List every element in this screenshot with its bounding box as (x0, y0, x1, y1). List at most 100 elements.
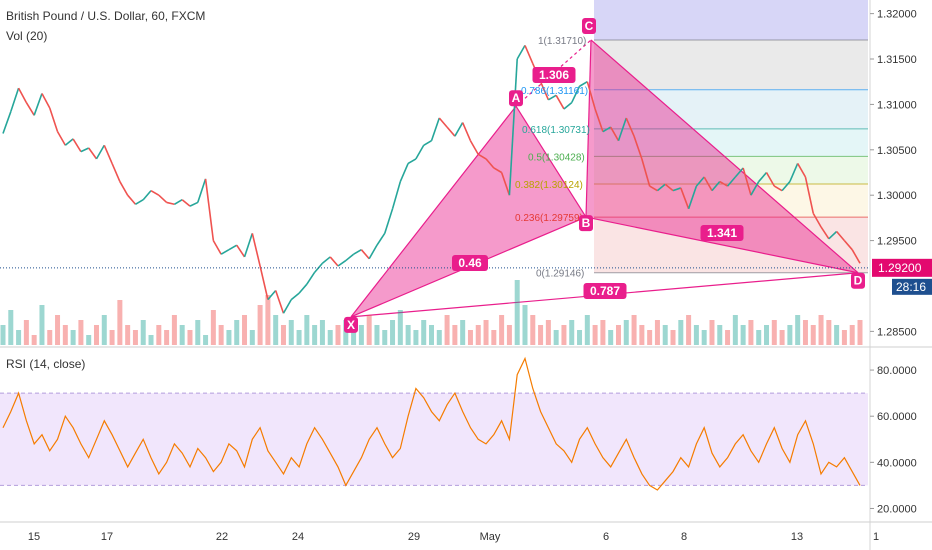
volume-bar (273, 315, 279, 345)
volume-bar (242, 315, 248, 345)
pattern-line-bc (585, 39, 592, 218)
price-segment (298, 283, 308, 294)
price-segment (80, 147, 90, 153)
volume-bar (654, 320, 660, 345)
price-segment (656, 183, 666, 192)
symbol-title: British Pound / U.S. Dollar, 60, FXCM (6, 9, 206, 23)
volume-bar (156, 325, 162, 345)
price-segment (197, 178, 207, 203)
volume-bar (148, 335, 154, 345)
volume-bar (514, 280, 520, 345)
price-series (0, 44, 868, 314)
volume-bar (725, 330, 731, 345)
price-segment (181, 199, 191, 207)
pattern-ratio-bg (532, 67, 576, 83)
price-segment (337, 259, 347, 267)
price-segment (789, 163, 799, 182)
price-segment (579, 81, 588, 87)
last-price-tag (872, 258, 932, 277)
volume-bar (483, 320, 489, 345)
price-segment (64, 138, 74, 146)
price-segment (399, 163, 409, 182)
price-segment (539, 81, 550, 101)
price-segment (563, 101, 573, 110)
price-segment (851, 249, 861, 264)
volume-bar (779, 330, 785, 345)
time-axis: 15 17 22 24 29 May 6 8 13 1 (0, 521, 932, 543)
volume-bar (8, 310, 14, 345)
volume-bar (506, 325, 512, 345)
rsi-tick-label: 60.0000 (877, 411, 917, 423)
price-segment (111, 163, 121, 182)
price-segment (243, 233, 254, 258)
volume-legend: Vol (20) (6, 29, 48, 43)
price-segment (48, 107, 59, 132)
price-segment (41, 93, 51, 109)
price-segment (150, 189, 160, 196)
pattern-point-x: X (347, 318, 355, 332)
volume-bar (732, 315, 738, 345)
pattern-ratio-bg (700, 225, 744, 241)
time-tick-label: 1 (873, 531, 879, 543)
volume-bar (288, 320, 294, 345)
volume-bar (234, 320, 240, 345)
volume-bar (374, 325, 380, 345)
volume-bar (491, 330, 497, 345)
volume-bar (226, 330, 232, 345)
volume-bar (615, 325, 621, 345)
price-segment (687, 185, 698, 210)
volume-bar (436, 330, 442, 345)
pattern-leg-xab (351, 106, 586, 317)
price-segment (33, 93, 43, 116)
pattern-point-x-bg (344, 316, 358, 333)
price-segment (711, 181, 721, 192)
volume-bar (187, 330, 193, 345)
pattern-ratio-bg (452, 255, 488, 271)
pattern-ratio-bg (583, 283, 627, 299)
price-segment (423, 140, 432, 146)
price-segment (220, 248, 230, 255)
price-segment (454, 122, 464, 137)
fib-label: 1(1.31710) (538, 36, 586, 47)
volume-bar (764, 325, 770, 345)
volume-bar (117, 300, 123, 345)
price-segment (368, 244, 378, 260)
price-segment (742, 167, 752, 196)
fib-label: 0.382(1.30124) (515, 180, 583, 191)
pattern-ratio: 0.787 (590, 284, 620, 298)
price-segment (119, 181, 129, 196)
rsi-legend: RSI (14, close) (6, 357, 86, 371)
volume-bar (257, 305, 263, 345)
price-segment (17, 87, 28, 103)
rsi-tick-label: 80.0000 (877, 365, 917, 377)
volume-bar (693, 325, 699, 345)
fibonacci-labels: 1(1.31710) 0.786(1.31161) 0.618(1.30731) 0.… (515, 36, 590, 280)
price-tick-label: 1.30500 (877, 145, 917, 157)
price-segment (820, 226, 830, 240)
fibonacci-bands (594, 0, 868, 274)
price-segment (282, 299, 292, 314)
pattern-ratio: 1.341 (707, 226, 737, 240)
pattern-line-xa (350, 105, 517, 318)
price-segment (103, 144, 113, 164)
rsi-tick-label: 40.0000 (877, 457, 917, 469)
price-segment (765, 172, 775, 187)
volume-bar (592, 325, 598, 345)
volume-bar (538, 325, 544, 345)
volume-bar (351, 330, 357, 345)
volume-bar (179, 325, 185, 345)
price-segment (204, 178, 215, 241)
volume-bar (16, 330, 22, 345)
fib-band-top (594, 0, 868, 40)
volume-bar (639, 325, 645, 345)
volume-bar (530, 315, 536, 345)
volume-bar (545, 320, 551, 345)
volume-bar (429, 325, 434, 345)
price-segment (10, 87, 20, 112)
volume-bar (421, 320, 427, 345)
price-segment (836, 230, 846, 242)
price-segment (695, 176, 705, 187)
price-segment (633, 135, 643, 160)
